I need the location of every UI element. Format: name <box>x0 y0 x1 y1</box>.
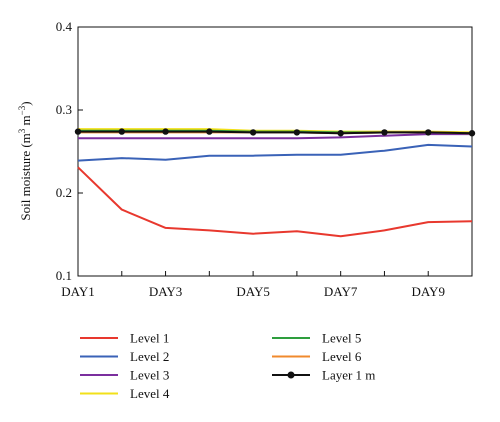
y-tick-label: 0.3 <box>56 102 72 117</box>
legend-item-level-3: Level 3 <box>80 368 169 383</box>
series-line-layer-1-m <box>78 130 473 135</box>
data-point <box>337 130 344 137</box>
legend-item-layer-1-m: Layer 1 m <box>272 368 375 383</box>
legend: Level 1 Level 2 Level 3 Level 4 Level 5 Level… <box>80 331 375 401</box>
x-tick-label: DAY9 <box>411 284 444 299</box>
series-level-1 <box>77 166 473 238</box>
x-tick-label: DAY1 <box>61 284 94 299</box>
legend-item-level-5: Level 5 <box>272 331 361 346</box>
legend-label: Level 1 <box>130 331 169 346</box>
data-point <box>118 128 125 135</box>
series-line-level-2 <box>77 143 473 162</box>
y-tick-label: 0.4 <box>56 19 73 34</box>
plot-area-frame <box>77 26 473 277</box>
legend-label: Layer 1 m <box>322 368 375 383</box>
legend-item-level-2: Level 2 <box>80 349 169 364</box>
series-level-3 <box>78 133 472 140</box>
legend-marker <box>287 371 295 379</box>
data-point <box>206 128 213 135</box>
data-point <box>293 129 301 136</box>
series-level-2 <box>77 143 473 162</box>
y-axis-title: Soil moisture (m3 m−3) <box>17 101 33 220</box>
legend-item-level-6: Level 6 <box>272 349 362 364</box>
x-tick-label: DAY3 <box>149 284 182 299</box>
data-point <box>381 129 388 136</box>
legend-item-level-1: Level 1 <box>80 331 169 346</box>
series-line-level-1 <box>77 166 473 238</box>
series-layer-1-m <box>74 128 476 137</box>
data-point <box>468 130 476 137</box>
y-tick-label: 0.1 <box>56 268 72 283</box>
x-tick-label: DAY7 <box>324 284 358 299</box>
legend-label: Level 2 <box>130 349 169 364</box>
y-tick-label: 0.2 <box>56 185 72 200</box>
legend-label: Level 4 <box>130 386 170 401</box>
axis-ticks: 0.1 0.2 0.3 0.4 DAY1 DAY3 DAY5 DAY7 DAY9 <box>56 19 473 299</box>
legend-label: Level 6 <box>322 349 362 364</box>
x-tick-label: DAY5 <box>236 284 269 299</box>
legend-label: Level 5 <box>322 331 361 346</box>
series-line-level-3 <box>78 133 472 140</box>
legend-item-level-4: Level 4 <box>80 386 170 401</box>
data-point <box>425 129 432 136</box>
data-point <box>162 128 169 135</box>
data-point <box>74 128 82 135</box>
series-lines <box>74 128 476 238</box>
data-point <box>249 129 257 136</box>
svg-text:Soil moisture (m3 m−3): Soil moisture (m3 m−3) <box>17 101 33 220</box>
legend-label: Level 3 <box>130 368 169 383</box>
